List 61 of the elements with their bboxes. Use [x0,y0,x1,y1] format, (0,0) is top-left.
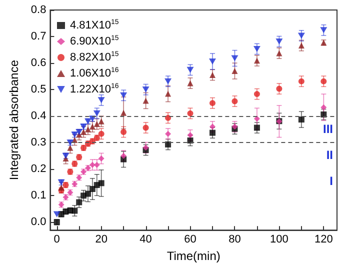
point [94,162,100,168]
point [253,46,260,52]
point [94,121,100,128]
point [53,211,60,218]
point [254,91,260,98]
point [98,156,104,162]
annotation: I [330,174,334,188]
point [98,130,104,137]
x-tick-label: 100 [270,234,288,246]
point [76,199,82,206]
y-tick-label: 0.8 [30,4,46,16]
point [276,38,283,45]
point [187,80,194,86]
point [98,180,104,186]
x-tick-label: 80 [228,234,241,246]
point [120,110,127,116]
point [276,50,282,56]
point [165,141,172,148]
point [165,130,172,137]
point [84,126,91,132]
point [209,72,216,78]
point [320,78,327,84]
x-tick-label: 0 [54,234,60,246]
point [89,186,96,192]
point [186,66,194,73]
point [232,98,238,104]
x-tick-label: 120 [314,234,333,246]
y-tick-label: 0.4 [30,110,46,122]
y-axis-title: Integrated absorbance [7,60,21,180]
y-tick-label: 0.0 [30,216,46,228]
point [142,124,149,131]
x-tick-label: 20 [95,234,108,246]
y-tick-label: 0.2 [30,163,46,176]
point [89,162,96,168]
point [142,98,149,104]
point [98,118,104,124]
point [320,27,328,34]
y-tick-label: 0.3 [30,136,46,149]
point [210,100,216,106]
point [254,58,260,64]
point [298,116,304,123]
annotation: II [326,148,334,162]
point [187,110,194,116]
point [320,111,327,118]
y-tick-label: 0.5 [30,84,46,96]
x-tick-label: 40 [140,234,152,246]
y-tick-label: 0.7 [30,30,46,43]
point [298,78,304,84]
point [89,124,96,130]
y-tick-label: 0.6 [30,57,46,70]
point [98,97,105,104]
point [84,190,91,197]
x-tick-label: 60 [184,234,196,246]
point [276,86,282,92]
point [208,58,216,64]
point [93,110,100,116]
y-tick-label: 0.1 [30,190,46,202]
point [165,90,172,97]
x-axis-title: Time(min) [166,249,220,263]
annotation: III [323,122,334,136]
point [165,114,172,121]
